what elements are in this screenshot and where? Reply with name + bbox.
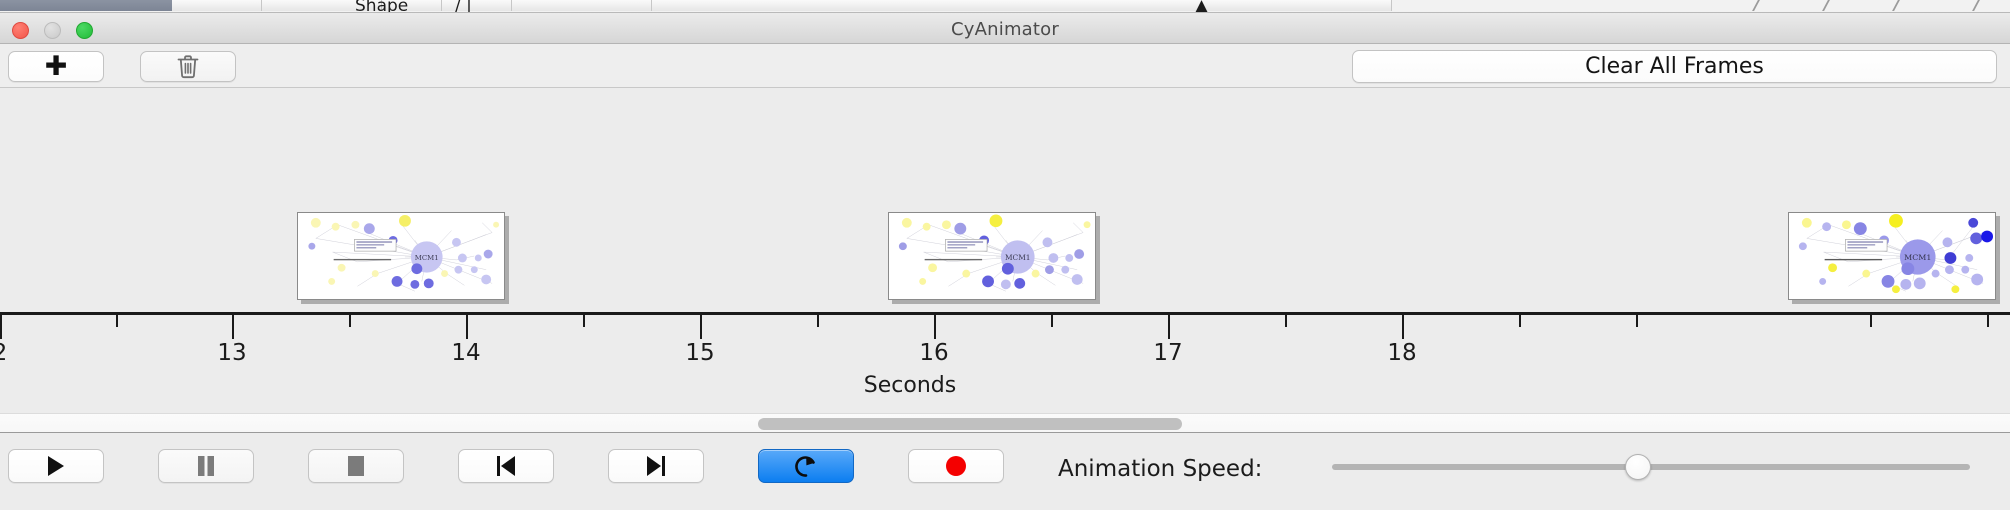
timeline-tick-major xyxy=(466,315,468,339)
frame-thumbnail-2[interactable]: MCM1 xyxy=(888,212,1096,300)
clear-all-frames-button[interactable]: Clear All Frames xyxy=(1352,50,1997,83)
window-titlebar[interactable]: CyAnimator xyxy=(0,13,2010,44)
timeline-tick-minor xyxy=(583,315,585,327)
background-divider xyxy=(1752,0,1760,11)
pause-button[interactable] xyxy=(158,449,254,483)
background-divider xyxy=(1972,0,1980,11)
network-graph-preview: MCM1 xyxy=(898,214,1091,292)
timeline-tick-label: 14 xyxy=(451,340,481,366)
network-graph-preview: MCM1 xyxy=(1798,213,1994,294)
timeline-tick-major xyxy=(1168,315,1170,339)
timeline-tick-label: 13 xyxy=(217,340,247,366)
timeline-tick-minor xyxy=(1519,315,1521,327)
playback-control-bar: Animation Speed: xyxy=(0,432,2010,510)
timeline-tick-minor xyxy=(1051,315,1053,327)
timeline-tick-label: 17 xyxy=(1153,340,1183,366)
timeline-tick-label: 18 xyxy=(1387,340,1417,366)
background-sidebar xyxy=(0,0,172,11)
timeline-scrollbar-track[interactable] xyxy=(0,413,2010,432)
network-graph-preview: MCM1 xyxy=(308,214,500,292)
window-title: CyAnimator xyxy=(951,19,1059,40)
background-cell xyxy=(442,0,512,11)
background-window-strip: / | Shape ▲ xyxy=(0,0,2010,13)
timeline-tick-label: 2 xyxy=(0,340,7,366)
maximize-button[interactable] xyxy=(76,22,93,39)
toolbar: ✚ Clear All Frames xyxy=(0,44,2010,88)
timeline-tick-major xyxy=(1402,315,1404,339)
timeline-tick-major xyxy=(0,315,2,339)
timeline-tick-major xyxy=(934,315,936,339)
frame-thumbnail-1[interactable]: MCM1 xyxy=(297,212,505,300)
background-divider xyxy=(1822,0,1830,11)
svg-text:MCM1: MCM1 xyxy=(1904,253,1931,262)
timeline-tick-minor xyxy=(1870,315,1872,327)
timeline-tick-major xyxy=(700,315,702,339)
next-frame-button[interactable] xyxy=(608,449,704,483)
timeline-panel[interactable]: MCM1 xyxy=(0,88,2010,413)
delete-frame-button[interactable] xyxy=(140,51,236,82)
stop-button[interactable] xyxy=(308,449,404,483)
pause-icon xyxy=(198,456,214,476)
skip-forward-icon xyxy=(647,456,665,476)
timeline-tick-label: 15 xyxy=(685,340,715,366)
timeline-tick-minor xyxy=(1636,315,1638,327)
skip-back-icon xyxy=(497,456,515,476)
timeline-tick-minor xyxy=(817,315,819,327)
background-cell xyxy=(382,0,442,11)
timeline-tick-minor xyxy=(1987,315,1989,327)
background-cell xyxy=(172,0,262,11)
background-cell xyxy=(652,0,1392,11)
background-glyph: ▲ xyxy=(1195,0,1209,13)
background-divider xyxy=(1892,0,1900,11)
background-cell xyxy=(512,0,652,11)
close-button[interactable] xyxy=(12,22,29,39)
timeline-tick-minor xyxy=(116,315,118,327)
timeline-scrollbar-thumb[interactable] xyxy=(758,418,1182,430)
animation-speed-label: Animation Speed: xyxy=(1058,456,1263,482)
timeline-tick-minor xyxy=(1285,315,1287,327)
window-controls xyxy=(12,22,93,39)
timeline-tick-minor xyxy=(349,315,351,327)
timeline-tick-label: 16 xyxy=(919,340,949,366)
record-icon xyxy=(946,456,966,476)
animation-speed-slider-thumb[interactable] xyxy=(1625,454,1652,480)
trash-icon xyxy=(177,54,199,78)
loop-button[interactable] xyxy=(758,449,854,483)
svg-text:MCM1: MCM1 xyxy=(1005,253,1031,262)
add-frame-button[interactable]: ✚ xyxy=(8,51,104,82)
stop-icon xyxy=(348,456,364,476)
frame-thumbnail-3[interactable]: MCM1 xyxy=(1788,212,1996,300)
svg-text:MCM1: MCM1 xyxy=(415,254,439,262)
background-cell xyxy=(262,0,382,11)
clear-all-frames-label: Clear All Frames xyxy=(1585,54,1764,79)
minimize-button[interactable] xyxy=(44,22,61,39)
loop-icon xyxy=(795,456,815,477)
timeline-axis-line xyxy=(0,312,2010,315)
play-icon xyxy=(48,456,64,476)
previous-frame-button[interactable] xyxy=(458,449,554,483)
play-button[interactable] xyxy=(8,449,104,483)
timeline-axis-title: Seconds xyxy=(863,373,957,398)
background-glyph: / | xyxy=(455,0,472,13)
plus-icon: ✚ xyxy=(44,51,68,82)
timeline-tick-major xyxy=(232,315,234,339)
background-window-label: Shape xyxy=(355,0,409,13)
record-button[interactable] xyxy=(908,449,1004,483)
